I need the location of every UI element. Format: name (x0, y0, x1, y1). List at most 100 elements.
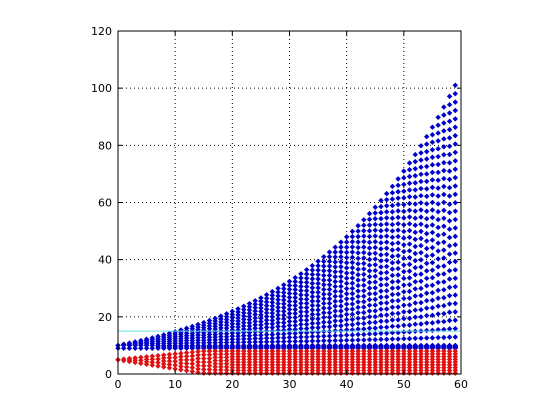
scatter-point-blue (309, 311, 316, 318)
scatter-point-blue (292, 326, 298, 333)
scatter-point-red (269, 362, 276, 368)
scatter-point-blue (235, 318, 241, 324)
scatter-point-blue (269, 324, 276, 331)
scatter-point-blue (303, 275, 310, 281)
scatter-point-red (441, 356, 447, 363)
scatter-point-blue (406, 315, 413, 322)
scatter-point-blue (372, 262, 378, 268)
scatter-point-blue (452, 300, 459, 307)
scatter-point-red (218, 351, 224, 358)
scatter-point-blue (263, 335, 270, 341)
scatter-point-blue (389, 240, 396, 247)
scatter-point-blue (378, 258, 384, 264)
scatter-point-red (309, 348, 316, 354)
scatter-point-blue (281, 335, 287, 341)
scatter-point-blue (429, 124, 436, 130)
scatter-point-blue (446, 110, 453, 116)
scatter-point-blue (269, 321, 276, 327)
scatter-point-blue (418, 264, 424, 270)
scatter-point-blue (241, 303, 247, 310)
scatter-point-blue (446, 234, 453, 241)
scatter-point-blue (218, 313, 224, 319)
scatter-point-blue (343, 249, 350, 256)
scatter-point-red (263, 353, 270, 360)
scatter-point-red (275, 356, 281, 363)
scatter-point-red (401, 356, 407, 363)
scatter-point-blue (355, 299, 361, 305)
scatter-point-blue (372, 273, 378, 280)
scatter-point-blue (441, 199, 447, 206)
scatter-point-red (269, 351, 276, 357)
scatter-point-red (275, 362, 281, 368)
scatter-point-blue (223, 316, 230, 323)
scatter-point-red (218, 348, 224, 354)
scatter-point-blue (338, 303, 344, 309)
scatter-point-red (372, 348, 378, 354)
scatter-point-red (389, 364, 396, 371)
scatter-point-blue (412, 194, 418, 200)
scatter-point-blue (429, 177, 436, 183)
scatter-point-red (246, 351, 253, 357)
scatter-point-blue (246, 326, 253, 333)
scatter-point-red (223, 348, 230, 354)
scatter-point-blue (401, 235, 407, 241)
scatter-point-blue (258, 295, 264, 301)
scatter-point-red (155, 363, 161, 369)
scatter-point-blue (263, 331, 270, 338)
scatter-point-blue (246, 336, 253, 342)
scatter-point-red (166, 361, 173, 368)
scatter-point-blue (275, 323, 281, 330)
scatter-point-red (218, 360, 224, 367)
scatter-point-blue (412, 264, 418, 271)
scatter-point-blue (366, 245, 373, 251)
scatter-point-blue (389, 202, 396, 209)
scatter-point-red (189, 364, 196, 371)
scatter-point-blue (281, 316, 287, 322)
scatter-point-blue (309, 280, 316, 287)
scatter-point-blue (401, 188, 407, 194)
scatter-point-blue (332, 323, 338, 329)
scatter-point-blue (343, 260, 350, 266)
scatter-point-blue (349, 239, 356, 245)
scatter-point-blue (401, 181, 407, 188)
scatter-point-blue (429, 199, 436, 206)
scatter-point-blue (326, 282, 333, 288)
scatter-point-blue (435, 161, 441, 168)
scatter-point-blue (275, 285, 281, 292)
scatter-point-blue (429, 229, 436, 236)
scatter-point-blue (446, 267, 453, 274)
scatter-point-blue (315, 302, 321, 309)
scatter-point-blue (343, 239, 350, 245)
scatter-point-blue (326, 263, 333, 269)
scatter-point-red (292, 367, 298, 374)
scatter-point-blue (275, 335, 281, 341)
scatter-point-blue (155, 333, 161, 340)
scatter-point-red (183, 360, 190, 367)
scatter-point-red (149, 356, 156, 362)
scatter-point-blue (406, 214, 413, 220)
scatter-point-blue (332, 303, 338, 309)
scatter-point-blue (412, 215, 418, 221)
scatter-point-red (383, 359, 390, 365)
scatter-point-blue (383, 300, 390, 306)
scatter-point-blue (389, 336, 396, 342)
scatter-point-blue (441, 263, 447, 269)
scatter-point-red (246, 353, 253, 360)
scatter-point-blue (326, 268, 333, 274)
scatter-point-blue (372, 296, 378, 303)
scatter-point-blue (383, 251, 390, 258)
scatter-point-red (389, 356, 396, 363)
scatter-point-red (441, 364, 447, 371)
scatter-point-red (195, 359, 201, 365)
scatter-point-red (389, 348, 396, 354)
scatter-point-blue (286, 314, 293, 321)
scatter-point-red (223, 357, 230, 364)
scatter-point-blue (361, 249, 367, 256)
scatter-point-red (263, 362, 270, 368)
scatter-point-blue (401, 322, 407, 329)
scatter-point-blue (241, 313, 247, 319)
scatter-point-blue (412, 229, 418, 236)
scatter-point-blue (338, 273, 344, 280)
scatter-point-blue (401, 255, 407, 261)
